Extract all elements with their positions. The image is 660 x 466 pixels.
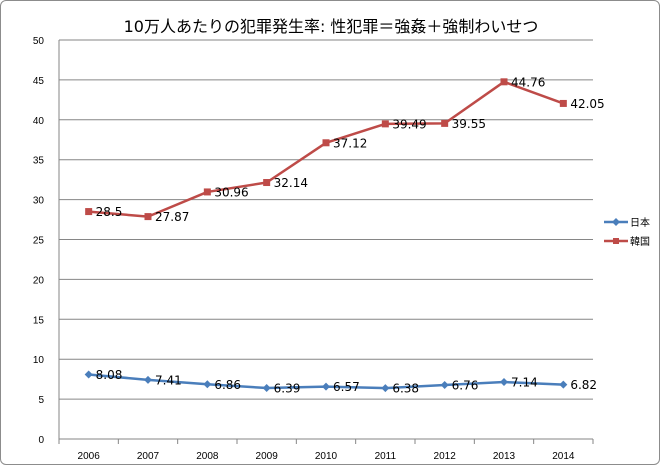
data-point-marker — [85, 208, 93, 216]
data-point-marker — [381, 384, 390, 393]
data-point-marker — [203, 380, 212, 389]
y-tick-label: 35 — [33, 156, 45, 167]
legend-label: 韓国 — [630, 236, 650, 248]
data-point-marker — [263, 179, 271, 187]
data-point-marker — [441, 119, 449, 127]
y-tick-label: 40 — [33, 116, 45, 127]
y-tick-label: 30 — [33, 196, 45, 207]
data-label: 7.41 — [155, 373, 182, 387]
chart-title: 10万人あたりの犯罪発生率: 性犯罪＝強姦＋強制わいせつ — [124, 17, 539, 36]
data-point-marker — [559, 380, 568, 389]
data-label: 6.76 — [452, 379, 479, 393]
x-tick-label: 2009 — [256, 451, 279, 462]
data-point-marker — [144, 213, 152, 221]
x-tick-label: 2012 — [434, 451, 457, 462]
data-point-marker — [500, 378, 508, 387]
data-label: 42.05 — [570, 97, 604, 111]
data-point-marker — [203, 188, 211, 196]
data-label: 8.08 — [96, 368, 123, 382]
data-label: 6.38 — [392, 382, 419, 396]
data-label: 32.14 — [274, 176, 308, 190]
y-tick-label: 20 — [33, 275, 45, 286]
data-label: 6.57 — [333, 380, 360, 394]
data-point-marker — [440, 381, 449, 390]
data-label: 37.12 — [333, 136, 367, 150]
y-tick-label: 10 — [33, 355, 45, 366]
x-tick-label: 2007 — [137, 451, 160, 462]
data-label: 30.96 — [214, 185, 248, 199]
y-tick-label: 25 — [33, 236, 45, 247]
data-point-marker — [262, 384, 271, 393]
y-tick-label: 50 — [33, 36, 45, 47]
y-tick-label: 0 — [38, 435, 44, 446]
data-label: 27.87 — [155, 210, 189, 224]
series-layer: 8.08 7.41 6.86 6.39 6.57 6.38 6.76 7.14 6.82 28.5… — [84, 75, 605, 396]
data-label: 44.76 — [511, 75, 545, 89]
x-tick-label: 2006 — [78, 451, 101, 462]
x-tick-label: 2011 — [375, 451, 397, 462]
legend-marker — [612, 218, 620, 226]
data-label: 6.39 — [274, 382, 301, 396]
data-label: 39.55 — [452, 117, 486, 131]
axes: 0 5 10 15 20 25 30 35 40 45 50 2006 2007 2008 2009 2010… — [33, 36, 594, 462]
data-label: 28.5 — [96, 205, 123, 219]
data-point-marker — [500, 78, 508, 86]
data-label: 6.82 — [570, 378, 597, 392]
data-point-marker — [84, 370, 93, 379]
gridlines — [59, 39, 593, 400]
y-tick-label: 45 — [33, 76, 45, 87]
y-tick-label: 15 — [33, 315, 45, 326]
x-tick-label: 2008 — [196, 451, 219, 462]
data-point-marker — [381, 120, 389, 128]
y-tick-label: 5 — [38, 395, 44, 406]
data-label: 7.14 — [511, 376, 538, 390]
data-point-marker — [559, 99, 567, 107]
x-tick-label: 2010 — [315, 451, 338, 462]
x-tick-label: 2013 — [493, 451, 516, 462]
data-point-marker — [144, 375, 152, 384]
x-tick-label: 2014 — [552, 451, 575, 462]
data-label: 6.86 — [214, 378, 241, 392]
data-label: 39.49 — [392, 117, 426, 131]
legend-label: 日本 — [630, 216, 650, 229]
data-point-marker — [322, 382, 330, 391]
series-line-2 — [88, 80, 564, 218]
data-point-marker — [322, 139, 330, 147]
legend-marker — [613, 238, 619, 244]
